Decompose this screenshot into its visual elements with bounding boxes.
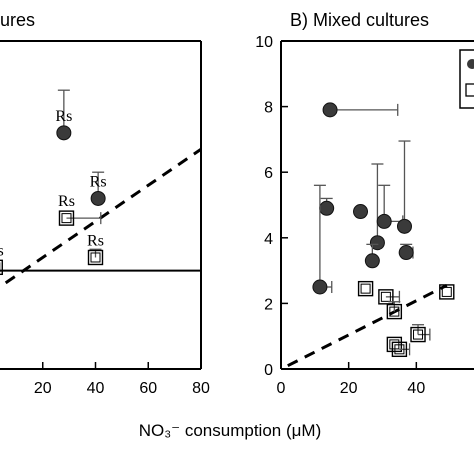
data-point-square-inner (389, 306, 400, 317)
data-point-square (391, 341, 408, 358)
y-tick-label: 0 (264, 362, 273, 379)
data-point-square (386, 303, 403, 320)
data-point-square-inner (380, 291, 391, 302)
data-point-square-inner (441, 286, 452, 297)
legend-circle-marker (467, 59, 474, 69)
data-point-square (410, 326, 426, 343)
data-point-circle (56, 125, 72, 141)
point-annotation: Rs (58, 193, 75, 210)
data-point-circle (369, 235, 385, 251)
panel-a: 20 40 60 80 Rs Rs Rs Rs Rs (0, 40, 210, 397)
data-point-square (357, 280, 374, 297)
point-annotation: Rs (55, 108, 72, 125)
x-tick-label: 20 (340, 380, 358, 397)
x-tick-label: 20 (34, 380, 52, 397)
data-point-square (0, 259, 3, 276)
y-tick-label: 8 (264, 100, 273, 117)
data-point-circle (364, 253, 380, 269)
data-point-square (378, 289, 394, 305)
x-tick-label: 80 (192, 380, 210, 397)
y-tick-label: 10 (255, 34, 273, 51)
point-annotation: Rs (0, 242, 4, 259)
point-annotation: Rs (87, 232, 104, 249)
data-point-square-inner (90, 252, 101, 263)
legend-box (459, 49, 474, 109)
data-point-circle (312, 279, 328, 295)
data-point-circle (319, 200, 335, 216)
x-axis-label: NO₃⁻ consumption (μM) (139, 421, 322, 440)
x-tick-label: 0 (277, 380, 286, 397)
y-tick-label: 2 (264, 296, 273, 313)
dashed-fit-line (287, 284, 448, 368)
x-tick-label: 60 (139, 380, 157, 397)
dashed-fit-line (0, 148, 202, 289)
data-point-square (58, 210, 75, 226)
data-point-circle (90, 190, 106, 206)
data-point-circle (353, 204, 369, 220)
data-point-square (87, 249, 104, 266)
point-annotation: Rs (90, 173, 107, 190)
data-point-square (439, 284, 455, 300)
panel-b-title: B) Mixed cultures (290, 10, 429, 30)
data-point-circle (398, 245, 414, 261)
data-point-circle (322, 102, 338, 118)
data-point-circle (396, 218, 412, 234)
y-tick-label: 4 (264, 231, 273, 248)
data-point-square-inner (413, 329, 424, 340)
x-tick-label: 40 (407, 380, 425, 397)
data-point-square-inner (61, 213, 72, 224)
y-tick-label: 6 (264, 165, 273, 182)
panel-a-title: ures (0, 10, 35, 30)
data-point-circle (376, 213, 392, 229)
data-point-square-inner (360, 283, 371, 294)
panel-b: 0 20 40 0 2 4 6 8 10 (255, 34, 474, 397)
data-point-square-inner (394, 344, 405, 355)
legend-square-marker (465, 83, 474, 97)
x-tick-label: 40 (87, 380, 105, 397)
